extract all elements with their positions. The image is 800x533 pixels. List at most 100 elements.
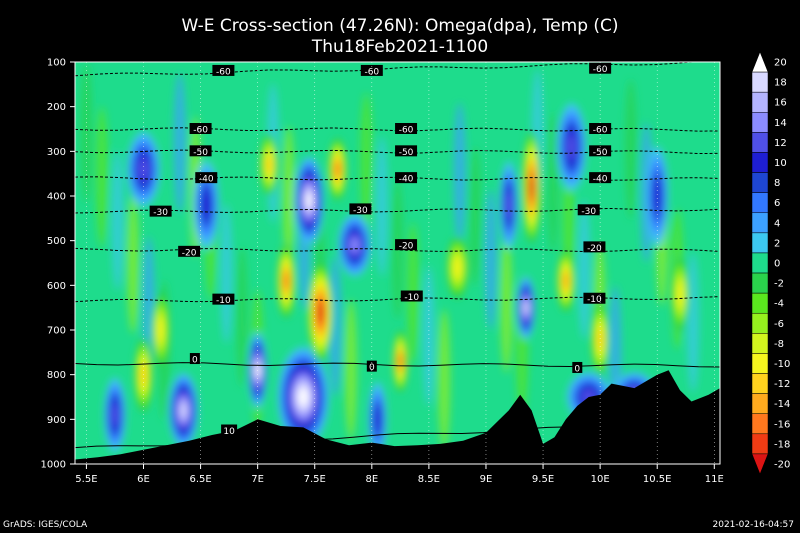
colorbar-label: -14 (774, 399, 790, 410)
colorbar-swatch (751, 172, 769, 193)
omega-cell (259, 133, 279, 196)
chart-subtitle: Thu18Feb2021-1100 (311, 37, 489, 57)
svg-text:-50: -50 (399, 148, 414, 158)
omega-cell (670, 256, 690, 332)
x-tick-label: 9E (480, 474, 493, 485)
omega-streak (329, 256, 342, 397)
omega-cell (294, 156, 324, 245)
omega-streak (235, 246, 248, 387)
isotherm-label: -10 (212, 293, 235, 306)
y-tick-label: 900 (47, 415, 66, 426)
colorbar-swatch (751, 333, 769, 354)
colorbar-label: -8 (774, 339, 784, 350)
omega-cell (499, 161, 518, 249)
isotherm-label: -60 (189, 123, 212, 136)
isotherm-label: -30 (149, 205, 172, 218)
isotherm-label: -50 (395, 145, 418, 158)
y-tick-label: 400 (47, 192, 66, 203)
svg-text:-30: -30 (581, 207, 596, 217)
omega-streak (438, 309, 451, 450)
colorbar-label: 2 (774, 238, 780, 249)
isotherm-label: -10 (583, 292, 606, 305)
isotherm-line (75, 420, 720, 449)
omega-cell (151, 292, 170, 368)
footer-credit: GrADS: IGES/COLA (3, 520, 88, 530)
omega-cell (556, 249, 576, 313)
omega-streak (344, 299, 357, 440)
colorbar-label: 14 (774, 118, 787, 129)
omega-streak (173, 73, 186, 214)
isotherm-label: -60 (395, 123, 418, 136)
svg-text:0: 0 (192, 356, 198, 366)
colorbar-label: 0 (774, 259, 780, 270)
isotherm-line (75, 207, 720, 214)
colorbar-swatch (751, 433, 769, 455)
svg-text:-20: -20 (587, 244, 602, 254)
y-tick-label: 800 (47, 370, 66, 381)
omega-streak (127, 193, 140, 334)
isotherm-label: -40 (395, 172, 418, 185)
isotherm-label: 0 (189, 353, 200, 366)
omega-streak (422, 266, 435, 407)
omega-cell (446, 236, 469, 299)
colorbar-swatch (751, 192, 769, 214)
omega-cell (277, 243, 296, 319)
omega-streak (375, 136, 388, 277)
svg-text:-20: -20 (399, 242, 414, 252)
isotherm-label: -50 (189, 145, 212, 158)
colorbar-label: 12 (774, 138, 787, 149)
omega-streak (687, 252, 700, 393)
x-tick-label: 7E (251, 474, 264, 485)
omega-streak (453, 102, 466, 243)
colorbar-swatch (751, 272, 769, 294)
isotherm-label: -20 (583, 241, 606, 254)
colorbar-swatch (751, 353, 769, 374)
y-tick-label: 1000 (41, 460, 66, 471)
isotherm-line (75, 62, 701, 77)
x-tick-label: 6.5E (189, 474, 211, 485)
colorbar-swatch (751, 413, 769, 435)
isotherm-label: -20 (178, 245, 201, 258)
svg-text:-20: -20 (182, 248, 197, 258)
svg-text:-40: -40 (199, 175, 214, 185)
svg-text:-10: -10 (216, 296, 231, 306)
y-tick-label: 200 (47, 102, 66, 113)
isotherm-line (75, 296, 720, 303)
svg-text:0: 0 (574, 364, 580, 374)
colorbar-label: 6 (774, 198, 780, 209)
omega-cell (393, 330, 408, 393)
svg-text:-60: -60 (399, 126, 414, 136)
omega-streak (484, 189, 497, 330)
omega-streak (360, 92, 373, 233)
isotherm-label: -30 (349, 203, 372, 216)
x-tick-label: 6E (137, 474, 150, 485)
svg-text:-40: -40 (399, 175, 414, 185)
chart-title: W-E Cross-section (47.26N): Omega(dpa), … (181, 16, 619, 36)
omega-streak (80, 63, 93, 204)
colorbar-swatch (751, 292, 769, 314)
isotherm-label: -30 (577, 204, 600, 217)
x-tick-label: 7.5E (304, 474, 326, 485)
omega-cell (338, 213, 372, 277)
svg-text:-10: -10 (587, 295, 602, 305)
colorbar-label: 18 (774, 78, 787, 89)
isotherm-label: 10 (221, 424, 238, 437)
isotherm-label: 0 (572, 361, 583, 374)
omega-streak (282, 126, 295, 267)
svg-text:-60: -60 (364, 67, 379, 77)
omega-cell (307, 262, 334, 363)
isotherm-label: -50 (589, 145, 612, 158)
x-tick-label: 8.5E (418, 474, 440, 485)
isotherm-label: -20 (395, 239, 418, 252)
y-tick-label: 700 (47, 326, 66, 337)
omega-streak (547, 112, 560, 253)
colorbar-swatch (751, 393, 769, 414)
omega-streak (624, 79, 637, 220)
isotherm-label: -40 (589, 172, 612, 185)
isotherm-label: -60 (212, 64, 235, 77)
isotherm-label: -60 (589, 62, 612, 75)
colorbar-label: 20 (774, 58, 787, 69)
colorbar-label: -10 (774, 359, 790, 370)
isotherm-label: -60 (589, 123, 612, 136)
